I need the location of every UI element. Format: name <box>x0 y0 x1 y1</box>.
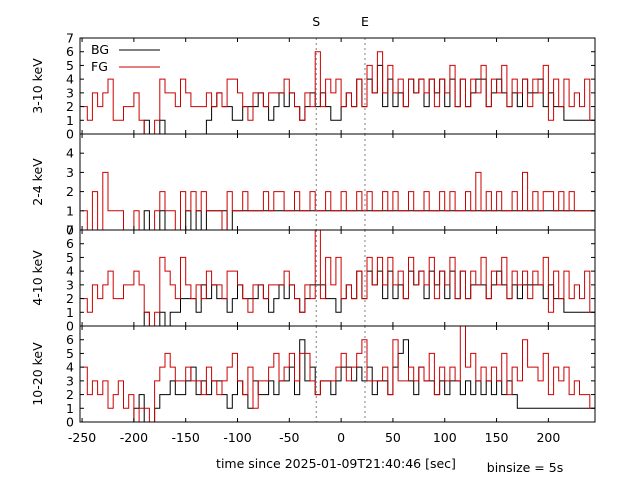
legend: BG FG <box>91 42 160 74</box>
plot-area <box>82 171 595 230</box>
y-tick-label: 3 <box>66 277 74 292</box>
y-tick-label: 3 <box>66 165 74 180</box>
y-axis-label: 10-20 keV <box>30 342 45 406</box>
panel-1: 0 1 2 3 4 2-4 keV <box>30 133 596 238</box>
x-tick-label: -100 <box>223 430 251 445</box>
y-tick-label: 1 <box>66 203 74 218</box>
y-tick-label: 1 <box>66 401 74 416</box>
y-tick-label: 1 <box>66 305 74 320</box>
legend-label-bg: BG <box>91 42 109 57</box>
series-fg-line <box>82 171 595 230</box>
y-tick-label: 6 <box>66 332 74 347</box>
y-tick-label: 6 <box>66 236 74 251</box>
y-tick-label: 2 <box>66 291 74 306</box>
x-tick-label: 50 <box>385 430 401 445</box>
y-tick-label: 4 <box>66 72 74 87</box>
y-axis-label: 4-10 keV <box>30 250 45 306</box>
y-tick-label: 7 <box>66 31 74 46</box>
y-tick-label: 2 <box>66 387 74 402</box>
y-tick-label: 0 <box>66 127 74 142</box>
y-tick-label: 0 <box>66 415 74 430</box>
x-tick-label: 200 <box>536 430 560 445</box>
x-tick-label: 100 <box>433 430 457 445</box>
y-tick-label: 4 <box>66 360 74 375</box>
x-tick-label: -50 <box>279 430 299 445</box>
y-tick-label: 0 <box>66 319 74 334</box>
y-tick-label: 1 <box>66 113 74 128</box>
y-tick-label: 5 <box>66 250 74 265</box>
plot-area <box>82 230 595 326</box>
y-tick-label: 7 <box>66 223 74 238</box>
marker-label-e: E <box>361 14 369 29</box>
y-tick-label: 3 <box>66 85 74 100</box>
y-tick-label: 3 <box>66 373 74 388</box>
panel-frame <box>79 133 596 231</box>
plot-area <box>82 51 595 134</box>
marker-label-s: S <box>312 14 320 29</box>
y-tick-label: 0 <box>66 223 74 238</box>
y-tick-label: 4 <box>66 264 74 279</box>
y-axis-label: 2-4 keV <box>30 158 45 206</box>
plot-area <box>82 326 595 422</box>
series-fg-line <box>82 326 595 422</box>
y-axis-label: 3-10 keV <box>30 58 45 114</box>
binsize-label: binsize = 5s <box>487 460 563 475</box>
series-fg-line <box>82 51 595 134</box>
x-tick-label: -200 <box>120 430 148 445</box>
y-tick-label: 5 <box>66 346 74 361</box>
y-tick-label: 6 <box>66 44 74 59</box>
x-axis-label: time since 2025-01-09T21:40:46 [sec] <box>216 456 456 471</box>
y-tick-label: 4 <box>66 146 74 161</box>
legend-label-fg: FG <box>91 59 108 74</box>
x-tick-label: -250 <box>68 430 96 445</box>
series-fg-line <box>82 230 595 326</box>
panel-frame <box>79 325 596 423</box>
y-tick-label: 5 <box>66 58 74 73</box>
x-tick-label: -150 <box>172 430 200 445</box>
x-tick-label: 150 <box>485 430 509 445</box>
x-tick-label: 0 <box>337 430 345 445</box>
x-axis: -250 -200 -150 -100 -50 0 50 100 150 200 <box>68 430 560 445</box>
y-tick-label: 2 <box>66 184 74 199</box>
y-tick-label: 2 <box>66 99 74 114</box>
